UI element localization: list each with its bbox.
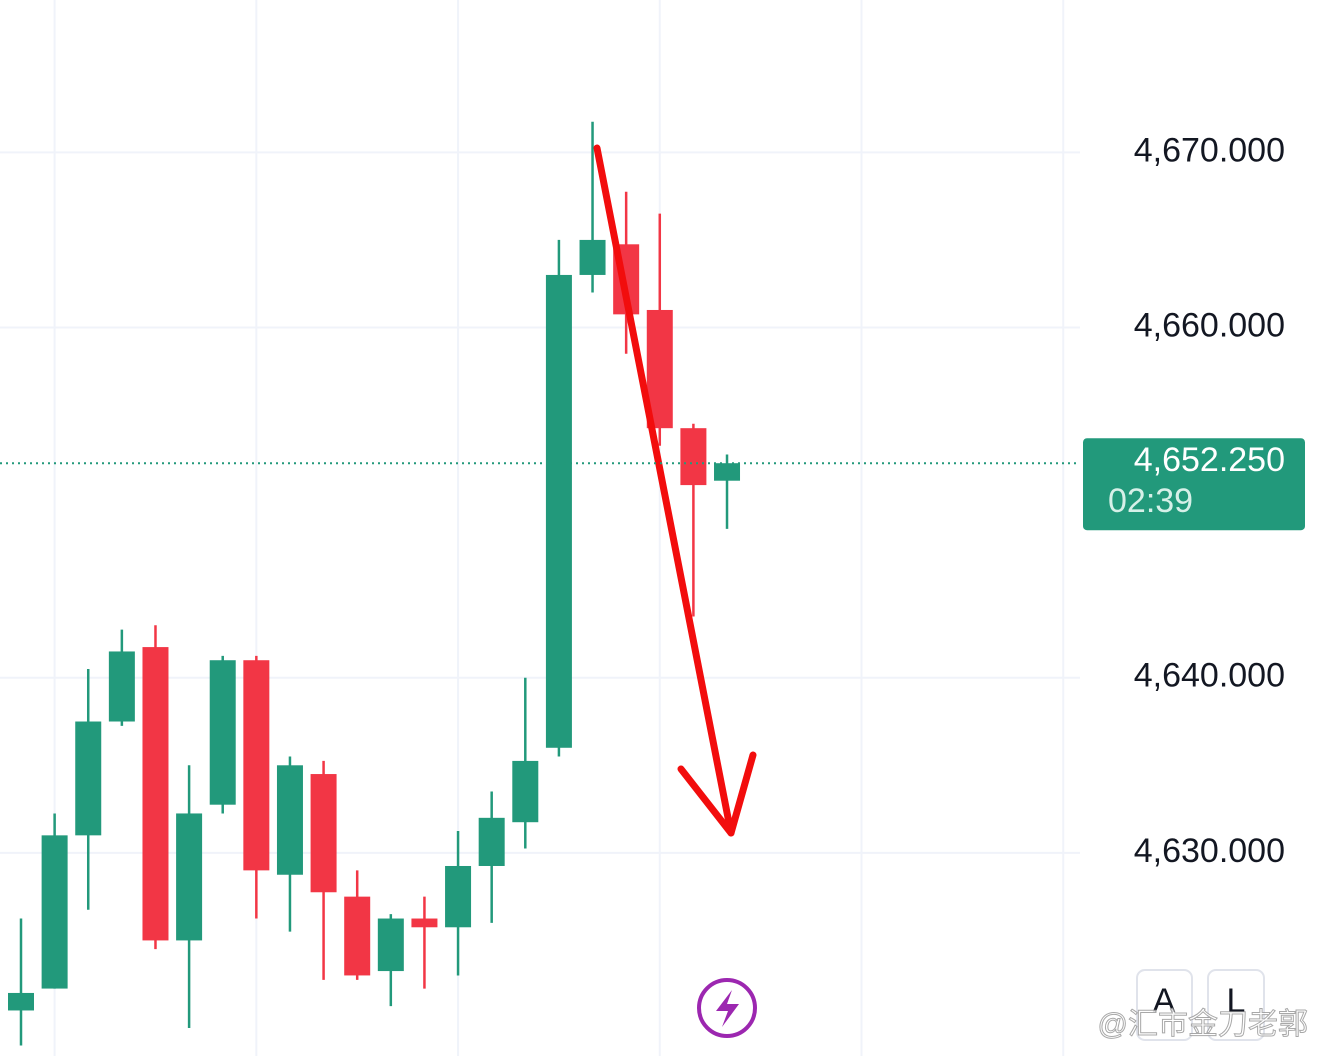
last-price-box bbox=[1083, 438, 1305, 531]
candle-body bbox=[680, 428, 707, 486]
y-tick-label: 4,640.000 bbox=[1134, 657, 1285, 695]
watermark: @汇市金刀老郭 bbox=[1098, 1008, 1308, 1041]
button-label: A bbox=[1153, 982, 1176, 1020]
annotation-arrow bbox=[593, 144, 757, 837]
lightning-button[interactable] bbox=[697, 978, 757, 1038]
candles bbox=[8, 121, 741, 1046]
candle-body bbox=[276, 765, 303, 875]
candle-body bbox=[41, 835, 68, 989]
candle-body bbox=[209, 660, 236, 805]
y-tick-label: 4,630.000 bbox=[1134, 832, 1285, 870]
countdown: 02:39 bbox=[1108, 482, 1193, 520]
candle-body bbox=[545, 274, 572, 748]
grid: 4,630.000 4,640.000 4,660.000 4,670.000 bbox=[0, 0, 1285, 1056]
candle-body bbox=[108, 651, 135, 722]
candle-body bbox=[377, 918, 404, 972]
candle-body bbox=[344, 896, 371, 976]
y-tick-label: 4,660.000 bbox=[1134, 306, 1285, 344]
button-a[interactable]: A bbox=[1136, 969, 1193, 1041]
candle-body bbox=[512, 760, 539, 823]
last-price-label: 4,652.250 bbox=[1134, 441, 1285, 479]
candle-body bbox=[445, 865, 472, 928]
candle-body bbox=[75, 721, 102, 836]
candle-body bbox=[478, 817, 505, 866]
candle-body bbox=[8, 992, 34, 1011]
candle-body bbox=[310, 774, 337, 893]
candle-body bbox=[411, 918, 438, 928]
y-tick-label: 4,670.000 bbox=[1134, 131, 1285, 169]
button-l[interactable]: L bbox=[1207, 969, 1265, 1041]
candle-body bbox=[142, 647, 169, 941]
candle-body bbox=[243, 660, 270, 871]
button-label: L bbox=[1227, 982, 1246, 1020]
candle-body bbox=[714, 463, 741, 481]
candle-body bbox=[579, 239, 606, 275]
candle-body bbox=[176, 813, 203, 941]
